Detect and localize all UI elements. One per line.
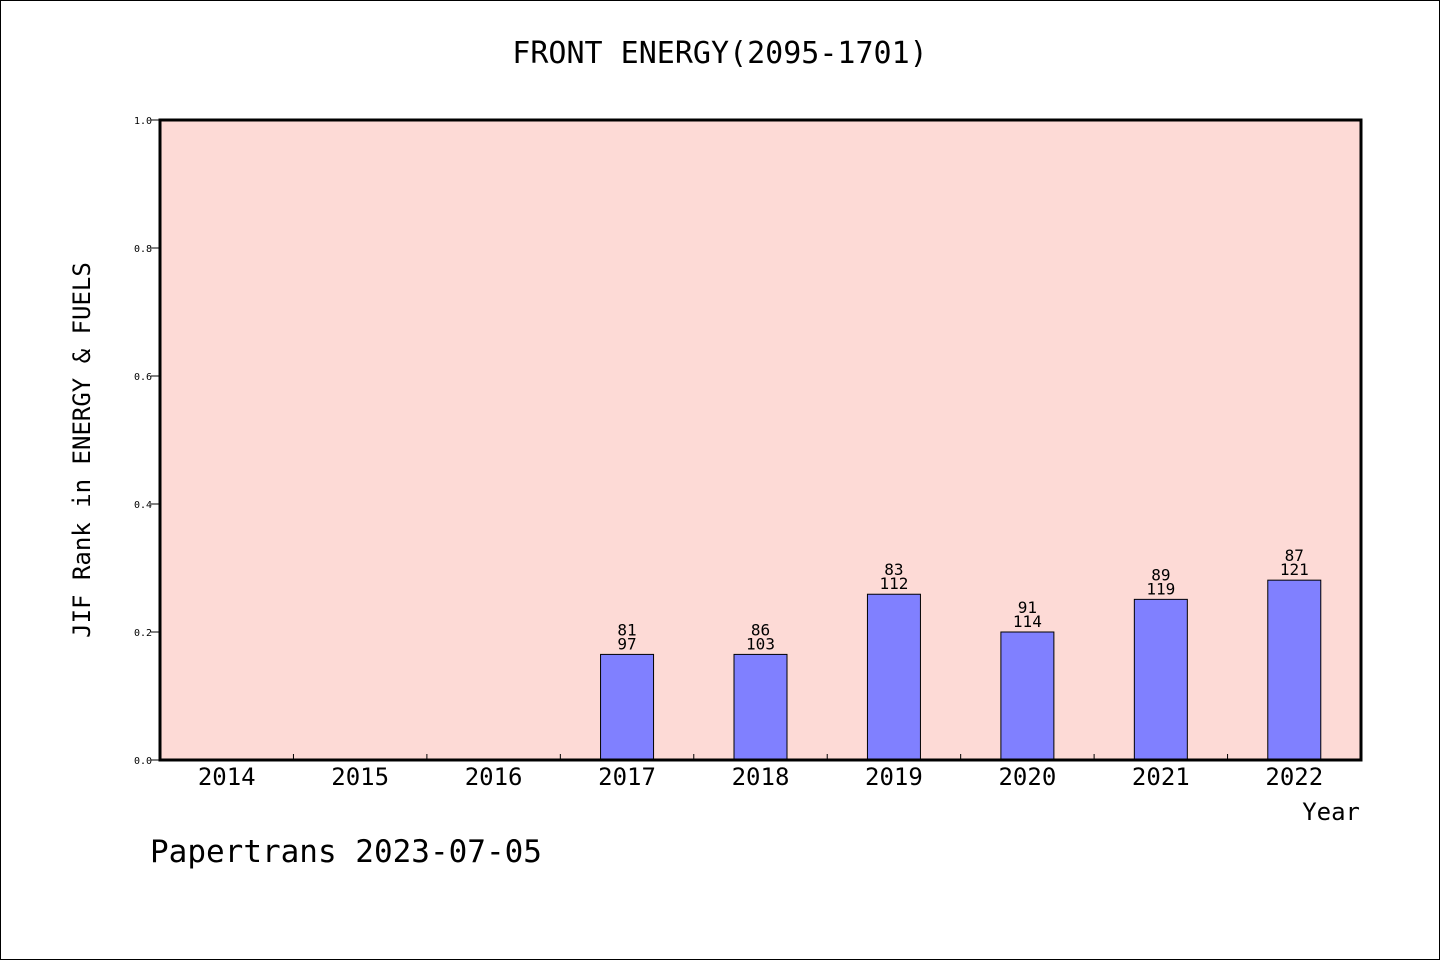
bar-2022	[1267, 579, 1322, 761]
x-tick-label-2021: 2021	[1132, 763, 1190, 791]
y-tick-label-0.6: 0.6	[134, 372, 152, 383]
bar-label-top-2021: 89	[1151, 565, 1170, 584]
footer-note: Papertrans 2023-07-05	[150, 834, 542, 870]
bar-label-top-2017: 81	[617, 620, 636, 639]
y-tick-label-0.8: 0.8	[134, 244, 152, 255]
y-tick-label-0.0: 0.0	[134, 756, 152, 767]
y-tick-label-0.2: 0.2	[134, 628, 152, 639]
bar-label-bottom-2021: 119	[1146, 579, 1175, 598]
bar-label-bottom-2017: 97	[617, 634, 636, 653]
bar-2018	[733, 653, 788, 761]
x-tick-label-2017: 2017	[598, 763, 656, 791]
bar-label-bottom-2020: 114	[1013, 612, 1042, 631]
bar-label-top-2019: 83	[884, 560, 903, 579]
y-tick-label-1.0: 1.0	[134, 116, 152, 127]
plot-border	[158, 118, 1363, 762]
bar-2017	[600, 653, 655, 761]
x-tick-label-2020: 2020	[998, 763, 1056, 791]
x-tick-label-2019: 2019	[865, 763, 923, 791]
bar-2021	[1133, 598, 1188, 761]
y-tick-label-0.4: 0.4	[134, 500, 152, 511]
y-axis-label: JIF Rank in ENERGY & FUELS	[68, 262, 96, 638]
x-tick-label-2016: 2016	[465, 763, 523, 791]
bar-label-top-2020: 91	[1018, 598, 1037, 617]
x-tick-label-2014: 2014	[198, 763, 256, 791]
bar-label-bottom-2022: 121	[1280, 560, 1309, 579]
bar-label-top-2018: 86	[751, 620, 770, 639]
bar-2020	[1000, 631, 1055, 761]
bar-label-bottom-2019: 112	[879, 574, 908, 593]
y-ticks-group: 0.0 0.2 0.4 0.6 0.8 1.0	[134, 116, 160, 767]
x-tick-label-2022: 2022	[1265, 763, 1323, 791]
x-tick-label-2018: 2018	[732, 763, 790, 791]
x-tick-label-2015: 2015	[331, 763, 389, 791]
x-ticks-group: 2014 2015 2016 2017 2018 2019 2020 2021 2022	[198, 754, 1323, 791]
x-axis-label: Year	[1302, 798, 1360, 826]
bar-label-bottom-2018: 103	[746, 634, 775, 653]
chart-title: FRONT ENERGY(2095-1701)	[512, 36, 928, 71]
bar-label-top-2022: 87	[1285, 546, 1304, 565]
bar-2019	[866, 593, 921, 761]
